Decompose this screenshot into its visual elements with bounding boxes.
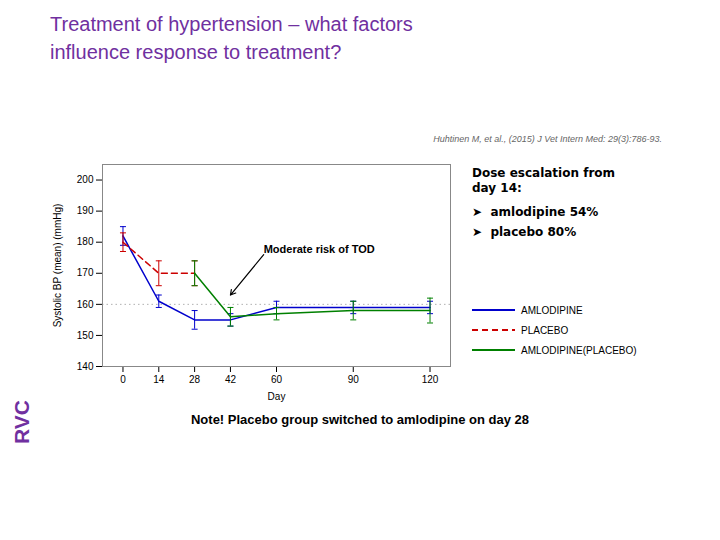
svg-text:Moderate risk of TOD: Moderate risk of TOD [264, 243, 375, 255]
svg-text:140: 140 [77, 361, 94, 372]
html-text:AMLODIPINE(PLACEBO): AMLODIPINE(PLACEBO) [521, 344, 637, 356]
html-text:➤ placebo 80%: ➤ placebo 80% [472, 225, 577, 239]
svg-text:60: 60 [271, 374, 283, 385]
html-text:Dose escalation from day 14:: Dose escalation from day 14: [472, 166, 616, 195]
html-text:Treatment of hypertension – wh: Treatment of hypertension – what factors [50, 13, 413, 35]
svg-text:Systolic BP (mean) (mmHg): Systolic BP (mean) (mmHg) [52, 204, 63, 328]
svg-text:180: 180 [77, 236, 94, 247]
html-text:Huhtinen M, et al., (2015) J V: Huhtinen M, et al., (2015) J Vet Intern … [433, 134, 662, 144]
svg-text:28: 28 [189, 374, 201, 385]
svg-text:90: 90 [348, 374, 360, 385]
html-text:➤ amlodipine 54%: ➤ amlodipine 54% [472, 205, 599, 219]
svg-text:14: 14 [153, 374, 165, 385]
html-text:influence response to treatmen: influence response to treatment? [50, 41, 342, 63]
svg-text:42: 42 [225, 374, 237, 385]
svg-text:190: 190 [77, 205, 94, 216]
svg-text:160: 160 [77, 299, 94, 310]
svg-text:Day: Day [268, 391, 286, 402]
html-text:AMLODIPINE: AMLODIPINE [521, 304, 583, 316]
html-text:PLACEBO: PLACEBO [521, 324, 569, 336]
html-text:RVC: RVC [10, 400, 33, 444]
html-text:Note! Placebo group switched t: Note! Placebo group switched to amlodipi… [191, 412, 529, 427]
svg-text:150: 150 [77, 330, 94, 341]
svg-text:0: 0 [120, 374, 126, 385]
svg-text:120: 120 [422, 374, 439, 385]
svg-text:170: 170 [77, 267, 94, 278]
svg-text:200: 200 [77, 174, 94, 185]
